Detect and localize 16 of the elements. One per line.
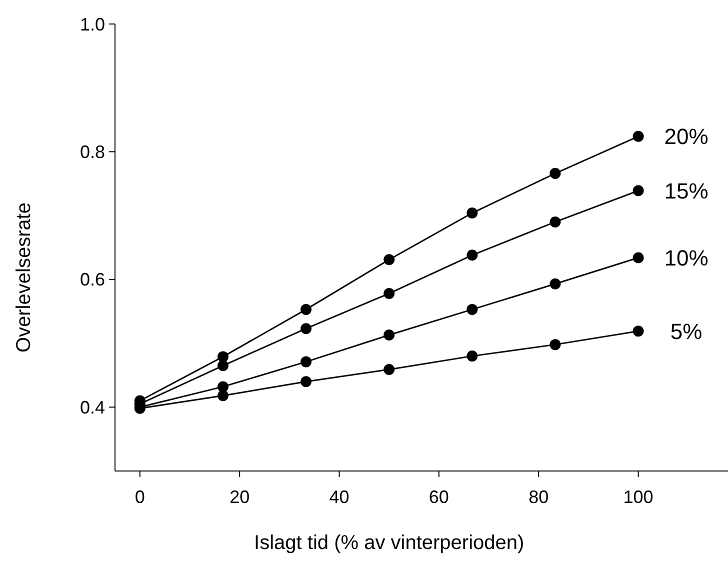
- y-tick-label: 0.8: [80, 142, 105, 162]
- series-label: 20%: [664, 124, 708, 150]
- y-axis-title: Overlevelsesrate: [13, 202, 35, 353]
- x-tick-label: 80: [528, 487, 549, 507]
- x-axis-title: Islagt tid (% av vinterperioden): [254, 532, 524, 554]
- series-label: 10%: [664, 245, 708, 270]
- x-tick-label: 20: [230, 487, 250, 507]
- x-tick-label: 40: [329, 487, 350, 507]
- y-tick-label: 0.6: [80, 270, 105, 290]
- x-tick-label: 0: [134, 487, 145, 507]
- x-tick-label: 60: [428, 487, 449, 507]
- y-tick-label: 1.0: [80, 14, 105, 34]
- series-label: 5%: [670, 318, 702, 344]
- x-tick-label: 100: [623, 487, 654, 507]
- y-tick-label: 0.4: [80, 397, 105, 418]
- series-label: 15%: [664, 178, 708, 204]
